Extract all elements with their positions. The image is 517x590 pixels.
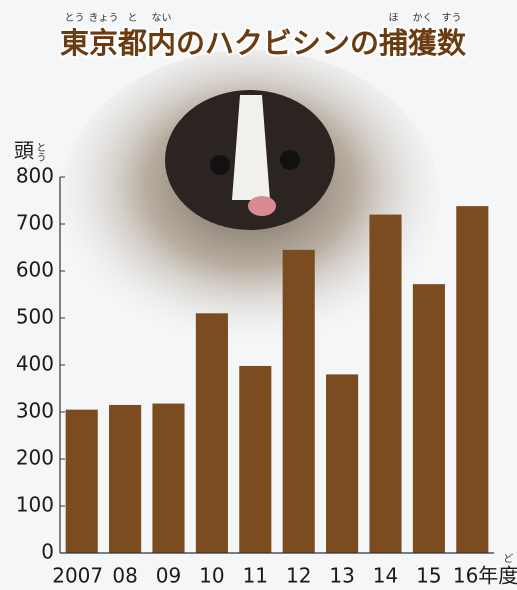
- bar: [456, 206, 489, 553]
- x-tick-label: 14: [373, 564, 398, 588]
- y-tick-label: 500: [16, 305, 54, 329]
- x-unit-ruby: ど: [503, 553, 513, 565]
- bar: [282, 249, 315, 553]
- bar: [65, 409, 98, 553]
- x-tick-label: 11: [243, 564, 268, 588]
- x-tick-label: 15: [416, 564, 441, 588]
- title-ruby: きょう: [89, 12, 119, 24]
- title-ruby: ない: [152, 12, 172, 24]
- y-tick-label: 400: [16, 352, 54, 376]
- y-tick-label: 800: [16, 164, 54, 188]
- bar: [152, 403, 185, 553]
- y-tick-label: 200: [16, 446, 54, 470]
- x-tick-label: 10: [199, 564, 224, 588]
- x-tick-label: 08: [112, 564, 137, 588]
- title-ruby: とう: [65, 12, 85, 24]
- title-ruby: ほ: [389, 12, 399, 24]
- y-tick-label: 100: [16, 493, 54, 517]
- title-ruby: すう: [442, 12, 462, 24]
- title-ruby: かく: [413, 12, 433, 24]
- bar: [239, 365, 272, 553]
- bar: [326, 374, 359, 553]
- y-axis-label: 頭: [14, 139, 34, 163]
- x-tick-label: 12: [286, 564, 311, 588]
- y-tick-label: 600: [16, 258, 54, 282]
- x-tick-label: 13: [329, 564, 354, 588]
- x-tick-label: 16: [453, 564, 478, 588]
- y-label-ruby: とう: [34, 142, 45, 162]
- chart-title: 東京都内のハクビシンの捕獲数: [60, 26, 467, 60]
- title-ruby: と: [128, 12, 138, 24]
- photo: [60, 50, 440, 350]
- bar: [195, 313, 228, 553]
- bar: [412, 284, 445, 553]
- y-tick-label: 700: [16, 211, 54, 235]
- bar: [109, 404, 142, 553]
- x-tick-label: 09: [156, 564, 181, 588]
- x-unit: 年度: [478, 564, 517, 588]
- x-tick-label: 2007: [52, 564, 103, 588]
- bar: [369, 214, 402, 553]
- y-tick-label: 300: [16, 399, 54, 423]
- y-tick-label: 0: [41, 540, 54, 564]
